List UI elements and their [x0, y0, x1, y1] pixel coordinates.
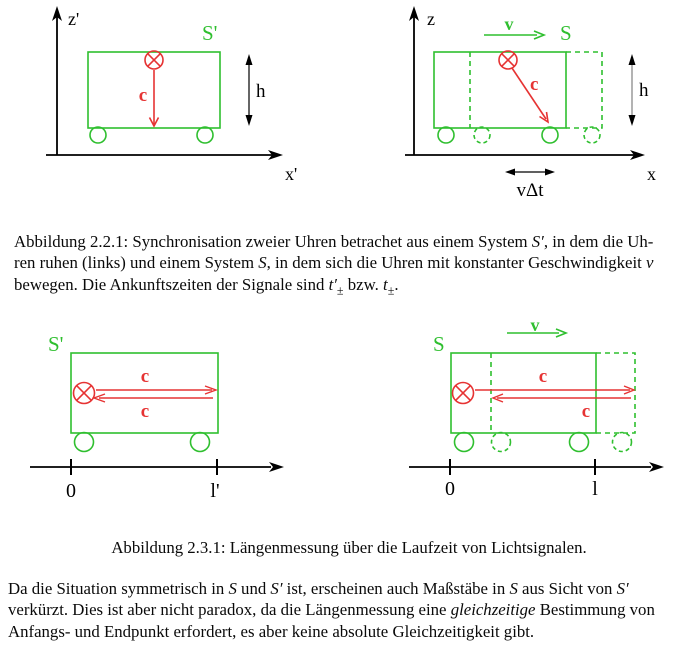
- x-axis-arrowhead-icon: [630, 150, 645, 160]
- clock-rest-frame-diagram: z' x' S' c h: [46, 6, 297, 184]
- light-source-cross-line: [147, 53, 161, 67]
- figure-length-measurement: S' c c 0 l' v: [30, 320, 664, 502]
- ruler-axis-arrowhead-icon: [649, 462, 664, 472]
- wheel-dashed-icon: [583, 126, 601, 144]
- light-ray-arrowhead-icon: [91, 393, 106, 403]
- wheel-icon: [541, 126, 559, 144]
- clock-moving-frame-diagram: z x v S c: [405, 6, 656, 201]
- z-prime-axis-arrowhead-icon: [52, 6, 62, 21]
- light-source-icon: [498, 50, 518, 70]
- height-measure-arrow: [245, 54, 253, 126]
- light-ray-arrow: [511, 67, 547, 120]
- body-paragraph: Da die Situation symmetrisch in S und S′…: [8, 579, 655, 641]
- light-ray-arrowhead-icon: [491, 393, 504, 403]
- light-source-circle: [72, 381, 96, 405]
- train-car-frame: [450, 352, 597, 434]
- light-source-icon: [451, 381, 475, 405]
- wheel-icon: [568, 431, 590, 453]
- wheel-dashed-icon: [490, 431, 512, 453]
- z-axis-label: z: [427, 9, 435, 29]
- origin-label: 0: [445, 478, 455, 500]
- figure-light-clock: z' x' S' c h: [46, 6, 656, 201]
- x-prime-axis-arrowhead-icon: [268, 150, 283, 160]
- light-ray-arrowhead-icon: [204, 385, 219, 395]
- displacement-arrowhead-icon: [545, 168, 555, 176]
- velocity-label: v: [505, 14, 514, 34]
- light-ray-arrowhead-icon: [539, 111, 550, 124]
- height-measure-arrow: [628, 54, 636, 126]
- origin-label: 0: [66, 480, 76, 502]
- velocity-label: v: [531, 320, 540, 335]
- length-rest-frame-diagram: S' c c 0 l': [30, 332, 284, 502]
- height-measure-arrowhead-icon: [628, 54, 636, 65]
- wheel-icon: [89, 126, 107, 144]
- displacement-label: vΔt: [517, 180, 545, 201]
- light-source-icon: [144, 50, 164, 70]
- wheel-dashed-icon: [473, 126, 491, 144]
- displacement-arrowhead-icon: [505, 168, 515, 176]
- light-speed-label: c: [539, 366, 547, 387]
- displacement-measure-arrow: [505, 168, 555, 176]
- z-axis-arrowhead-icon: [409, 6, 419, 21]
- wheel-icon: [437, 126, 455, 144]
- length-moving-frame-diagram: v S c c 0 l: [409, 320, 664, 500]
- wheel-icon: [453, 431, 475, 453]
- light-speed-label: c: [139, 85, 147, 106]
- train-car-frame: [433, 51, 567, 129]
- light-source-cross-line: [455, 385, 471, 401]
- height-label: h: [256, 81, 266, 102]
- system-s-prime-label: S': [48, 332, 63, 356]
- height-measure-arrowhead-icon: [628, 115, 636, 126]
- train-car-frame: [87, 51, 221, 129]
- velocity-arrowhead-icon: [533, 30, 547, 40]
- light-source-circle: [144, 50, 164, 70]
- ruler-axis-arrowhead-icon: [269, 462, 284, 472]
- train-car-frame: [70, 352, 219, 434]
- light-source-icon: [72, 381, 96, 405]
- velocity-arrowhead-icon: [555, 328, 569, 338]
- figure-caption-2-2-1: Abbildung 2.2.1: Synchronisation zweier …: [14, 232, 654, 297]
- system-s-prime-label: S': [202, 21, 217, 45]
- length-label: l': [210, 480, 219, 502]
- train-car-dashed-extension: [596, 352, 636, 434]
- wheel-icon: [196, 126, 214, 144]
- height-measure-arrowhead-icon: [245, 54, 253, 65]
- x-axis-label: x: [647, 164, 656, 184]
- x-prime-axis-label: x': [285, 164, 297, 184]
- light-speed-label: c: [141, 366, 149, 387]
- light-source-circle: [498, 50, 518, 70]
- light-ray-arrowhead-icon: [148, 117, 160, 128]
- light-speed-label: c: [141, 401, 149, 422]
- z-prime-axis-label: z': [68, 9, 79, 29]
- height-label: h: [639, 80, 649, 101]
- height-measure-arrowhead-icon: [245, 115, 253, 126]
- wheel-icon: [189, 431, 211, 453]
- system-s-label: S: [560, 21, 572, 45]
- wheel-dashed-icon: [611, 431, 633, 453]
- figure-caption-2-3-1: Abbildung 2.3.1: Längenmessung über die …: [111, 538, 587, 557]
- light-source-circle: [451, 381, 475, 405]
- wheel-icon: [73, 431, 95, 453]
- system-s-label: S: [433, 332, 445, 356]
- light-source-cross-line: [501, 53, 515, 67]
- light-ray-arrowhead-icon: [623, 385, 636, 395]
- length-label: l: [592, 478, 598, 500]
- train-car-dashed-extension: [566, 51, 603, 129]
- light-source-cross-line: [76, 385, 92, 401]
- light-speed-label: c: [530, 74, 538, 95]
- light-speed-label: c: [582, 401, 590, 422]
